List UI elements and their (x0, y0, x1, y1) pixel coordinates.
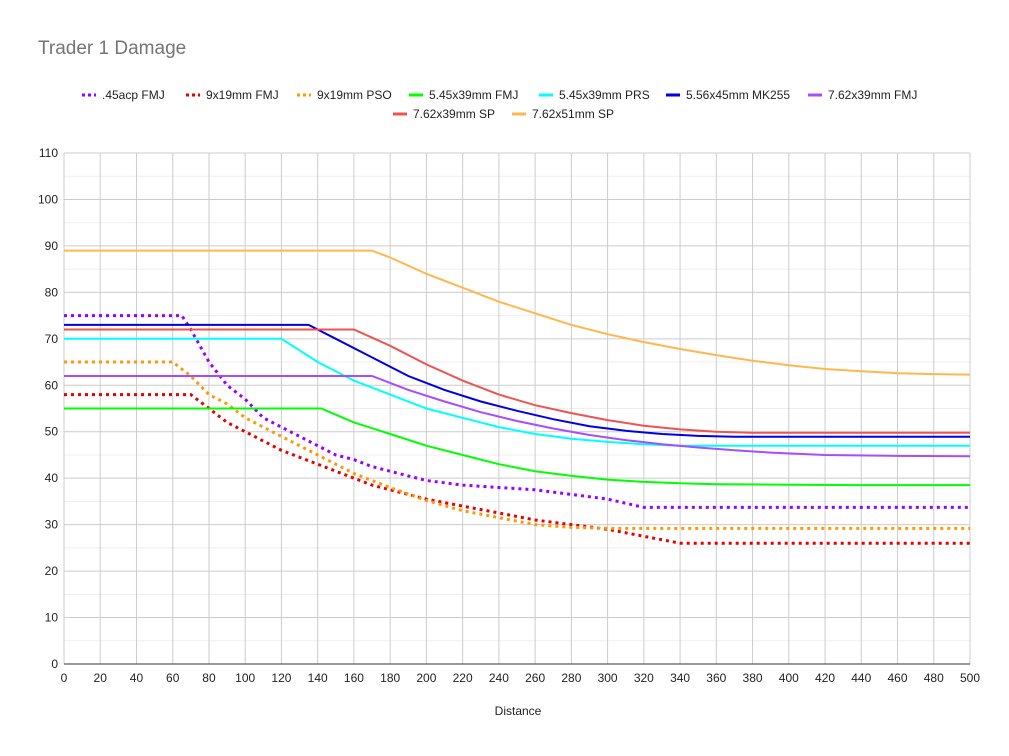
x-tick-label: 260 (525, 671, 545, 685)
x-tick-label: 0 (61, 671, 68, 685)
x-tick-label: 420 (815, 671, 835, 685)
legend-label-2: 9x19mm PSO (317, 88, 392, 102)
series-line-8 (64, 249, 971, 376)
y-tick-label: 110 (39, 146, 58, 160)
y-tick-label: 100 (38, 192, 58, 206)
series-line-1 (64, 393, 970, 545)
legend-label-5: 5.56x45mm MK255 (686, 88, 790, 102)
legend-label-4: 5.45x39mm PRS (559, 88, 650, 102)
x-tick-label: 360 (706, 671, 726, 685)
series-line-6 (64, 375, 971, 458)
y-tick-label: 80 (45, 285, 59, 299)
x-tick-label: 500 (960, 671, 980, 685)
x-tick-label: 460 (888, 671, 908, 685)
series-lines (64, 249, 971, 545)
y-tick-label: 10 (45, 611, 59, 625)
series-line-3 (64, 407, 970, 487)
axes: 0 10 20 30 40 50 60 70 80 90 100 110 0 20 40 60 80 100 120… (38, 146, 980, 685)
series-line-7 (64, 328, 970, 434)
x-tick-label: 320 (634, 671, 654, 685)
chart-title: Trader 1 Damage (38, 38, 187, 59)
x-tick-label: 400 (779, 671, 799, 685)
x-tick-label: 440 (851, 671, 871, 685)
x-tick-label: 80 (202, 671, 216, 685)
x-tick-label: 60 (166, 671, 180, 685)
legend-label-8: 7.62x51mm SP (532, 107, 614, 121)
x-tick-label: 120 (271, 671, 291, 685)
x-tick-label: 300 (598, 671, 618, 685)
x-axis-label: Distance (495, 704, 542, 718)
x-tick-label: 140 (308, 671, 328, 685)
legend-label-7: 7.62x39mm SP (413, 107, 495, 121)
y-tick-label: 20 (45, 564, 59, 578)
series-line-5 (64, 323, 970, 438)
legend-label-6: 7.62x39mm FMJ (828, 88, 917, 102)
x-tick-label: 180 (380, 671, 400, 685)
x-tick-label: 220 (453, 671, 473, 685)
y-tick-label: 40 (45, 471, 59, 485)
x-tick-label: 340 (670, 671, 690, 685)
y-tick-label: 70 (45, 332, 59, 346)
x-tick-label: 280 (561, 671, 581, 685)
x-tick-label: 480 (924, 671, 944, 685)
y-tick-label: 60 (45, 378, 59, 392)
y-tick-label: 50 (45, 425, 59, 439)
series-line-4 (64, 337, 970, 447)
x-tick-label: 200 (416, 671, 436, 685)
x-tick-label: 100 (235, 671, 255, 685)
y-tick-label: 30 (45, 518, 59, 532)
x-tick-label: 20 (94, 671, 108, 685)
x-tick-label: 40 (130, 671, 144, 685)
legend-label-3: 5.45x39mm FMJ (429, 88, 518, 102)
x-tick-label: 240 (489, 671, 509, 685)
y-tick-label: 90 (45, 239, 59, 253)
legend-label-0: .45acp FMJ (102, 88, 165, 102)
legend-label-1: 9x19mm FMJ (206, 88, 279, 102)
legend: .45acp FMJ 9x19mm FMJ 9x19mm PSO 5.45x39mm … (82, 88, 917, 121)
y-tick-label: 0 (51, 657, 58, 671)
x-tick-label: 380 (743, 671, 763, 685)
x-tick-label: 160 (344, 671, 364, 685)
